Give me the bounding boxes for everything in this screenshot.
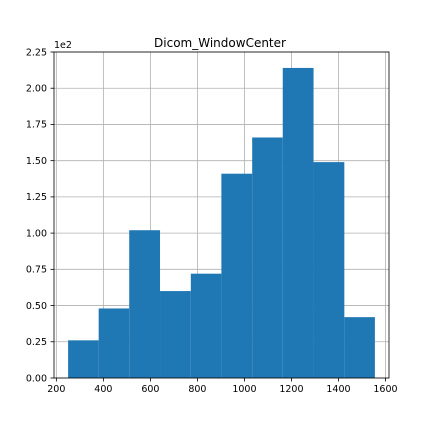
y-tick-label: 0.50 (26, 301, 47, 312)
histogram-bar (129, 230, 161, 378)
histogram-bar (282, 67, 314, 378)
histogram-bar (98, 308, 130, 378)
y-tick-label: 2.00 (26, 84, 47, 95)
plot-frame (53, 51, 390, 379)
histogram-bar (313, 162, 345, 378)
chart-title: Dicom_WindowCenter (154, 36, 286, 50)
x-tick-label: 1200 (279, 384, 303, 395)
histogram-bar (221, 173, 253, 378)
y-tick-label: 1.75 (26, 120, 47, 131)
x-tick-label: 600 (141, 384, 159, 395)
y-tick-label: 1.25 (26, 192, 47, 203)
y-tick-label: 0.75 (26, 265, 47, 276)
histogram-bar (344, 317, 375, 378)
y-tick-label: 0.25 (26, 337, 47, 348)
axes (53, 51, 390, 379)
y-tick-label: 0.00 (26, 373, 47, 384)
x-tick-label: 400 (94, 384, 112, 395)
y-tick-label: 1.00 (26, 228, 47, 239)
x-tick-label: 200 (47, 384, 65, 395)
x-axis-ticks: 200 400 600 800 1000 1200 1400 1600 (47, 378, 398, 395)
x-tick-label: 1400 (326, 384, 350, 395)
x-tick-label: 1600 (373, 384, 397, 395)
x-tick-label: 800 (188, 384, 206, 395)
y-tick-label: 1.50 (26, 156, 47, 167)
histogram-bar (68, 340, 99, 378)
bars (68, 67, 375, 378)
histogram-bar (160, 291, 191, 378)
y-axis-ticks: 0.00 0.25 0.50 0.75 1.00 1.25 1.50 1.75 2.00 2.25 (26, 47, 54, 384)
histogram-bar (252, 137, 283, 378)
y-tick-label: 2.25 (26, 47, 47, 58)
x-tick-label: 1000 (232, 384, 256, 395)
histogram-bar (190, 273, 222, 378)
y-scale-label: 1e2 (54, 40, 72, 51)
